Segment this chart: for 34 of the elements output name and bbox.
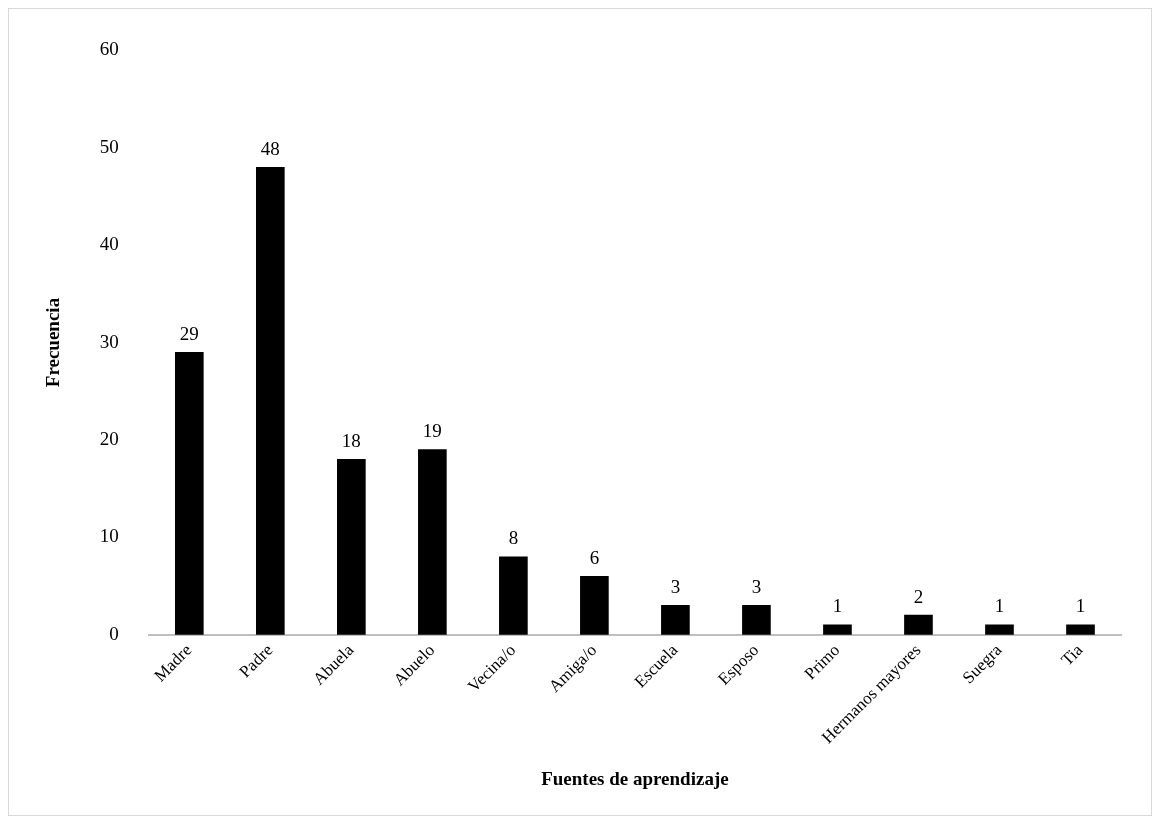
data-label: 8	[508, 527, 519, 549]
bar	[985, 624, 1014, 635]
y-tick-label: 0	[109, 622, 119, 644]
data-label: 6	[589, 546, 600, 568]
bar	[418, 449, 447, 635]
x-tick-label: Tia	[1057, 640, 1087, 670]
bar	[1066, 624, 1095, 635]
y-tick-label: 20	[99, 427, 119, 449]
y-tick-label: 40	[99, 233, 119, 255]
data-label: 29	[179, 322, 199, 344]
bar	[742, 605, 771, 635]
bar	[256, 166, 285, 635]
data-label: 3	[670, 575, 681, 597]
bar	[174, 351, 204, 635]
y-tick-label: 30	[99, 330, 119, 352]
bar	[580, 575, 609, 635]
data-label: 1	[832, 595, 843, 617]
data-label: 18	[341, 429, 361, 451]
bar	[661, 605, 690, 635]
y-tick-label: 10	[99, 525, 119, 547]
data-label: 1	[1075, 595, 1086, 617]
data-label: 1	[994, 595, 1005, 617]
data-label: 3	[751, 575, 762, 597]
x-axis-title: Fuentes de aprendizaje	[541, 767, 729, 789]
data-label: 2	[913, 585, 924, 607]
bar	[499, 556, 528, 635]
bar	[337, 459, 366, 635]
y-axis-title: Frecuencia	[42, 297, 64, 388]
y-tick-label: 60	[99, 38, 119, 60]
y-tick-label: 50	[99, 135, 119, 157]
bar	[823, 624, 852, 635]
data-label: 19	[422, 420, 442, 442]
bar	[904, 614, 933, 635]
data-label: 48	[260, 137, 280, 159]
